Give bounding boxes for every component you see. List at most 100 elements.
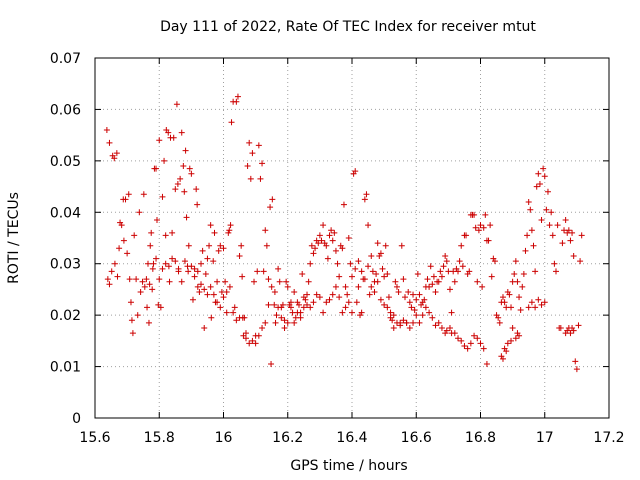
data-point: [336, 273, 343, 280]
data-point: [495, 314, 502, 321]
data-point: [254, 268, 261, 275]
data-point: [392, 278, 399, 285]
data-point: [198, 281, 205, 288]
data-point: [429, 314, 436, 321]
data-point: [532, 304, 539, 311]
data-point: [440, 263, 447, 270]
data-point: [471, 211, 478, 218]
data-point: [249, 150, 256, 157]
data-point: [145, 319, 152, 326]
data-point: [275, 265, 282, 272]
data-point: [201, 325, 208, 331]
data-point: [225, 229, 232, 236]
data-point: [265, 301, 272, 308]
data-point: [116, 245, 123, 252]
data-point: [443, 258, 450, 265]
grid-layer: [95, 58, 609, 418]
data-point: [287, 304, 294, 311]
data-point: [238, 242, 245, 249]
data-point: [272, 319, 279, 326]
data-point: [448, 330, 455, 337]
data-point: [145, 260, 152, 267]
data-point: [508, 304, 515, 311]
data-point: [567, 330, 574, 337]
data-point: [538, 301, 545, 308]
data-point: [275, 304, 282, 311]
data-point: [251, 278, 258, 285]
data-point: [136, 209, 143, 216]
data-point: [559, 240, 566, 247]
data-point: [549, 232, 556, 239]
data-point: [459, 263, 466, 270]
data-point: [358, 309, 365, 316]
data-point: [377, 250, 384, 257]
plot-frame: [94, 57, 610, 419]
data-point: [488, 273, 495, 280]
data-point: [509, 325, 516, 331]
data-point: [480, 224, 487, 231]
data-point: [456, 258, 463, 265]
data-point: [331, 229, 338, 236]
data-point: [300, 304, 307, 311]
data-point: [480, 345, 487, 352]
data-point: [554, 222, 561, 229]
data-point: [191, 273, 198, 280]
data-point: [271, 289, 278, 295]
data-point: [124, 250, 131, 257]
data-point: [475, 227, 482, 234]
data-point: [461, 343, 468, 349]
data-point: [562, 217, 569, 223]
data-point: [406, 299, 413, 306]
data-point: [318, 237, 325, 244]
data-point: [538, 217, 545, 223]
data-point: [129, 330, 136, 337]
data-point: [496, 319, 503, 326]
data-point: [421, 296, 428, 303]
data-point: [548, 209, 555, 216]
data-point: [268, 361, 275, 367]
data-point: [201, 286, 208, 293]
data-point: [342, 304, 349, 311]
data-point: [532, 268, 539, 275]
data-point: [155, 301, 162, 308]
data-point: [427, 263, 434, 270]
data-point: [162, 260, 169, 267]
data-point: [172, 186, 179, 193]
data-point: [165, 129, 172, 136]
data-point: [231, 304, 238, 311]
data-point: [161, 157, 168, 164]
data-point: [233, 98, 240, 105]
data-point: [446, 325, 453, 331]
data-point: [227, 222, 234, 229]
data-point: [393, 283, 400, 290]
data-point: [455, 268, 462, 275]
data-point: [291, 319, 298, 326]
data-point: [344, 291, 351, 298]
data-point: [390, 312, 397, 319]
data-point: [239, 314, 246, 321]
data-point: [541, 173, 548, 180]
data-point: [177, 175, 184, 182]
data-point: [448, 309, 455, 316]
data-point: [207, 222, 214, 229]
data-point: [578, 232, 585, 239]
data-point: [355, 283, 362, 290]
data-point: [265, 276, 272, 283]
data-point: [148, 229, 155, 236]
y-tick-label: 0.05: [50, 154, 81, 170]
data-point: [355, 258, 362, 265]
data-point: [194, 201, 201, 208]
data-point: [310, 250, 317, 257]
x-tick-label: 16.4: [336, 430, 367, 446]
data-point: [405, 289, 412, 295]
data-point: [128, 317, 135, 324]
data-point: [140, 191, 147, 198]
data-point: [570, 327, 577, 334]
data-point: [186, 165, 193, 172]
x-tick-label: 16.8: [465, 430, 496, 446]
data-point: [514, 278, 521, 285]
data-point: [234, 93, 241, 100]
data-point: [284, 283, 291, 290]
data-point: [259, 325, 266, 331]
